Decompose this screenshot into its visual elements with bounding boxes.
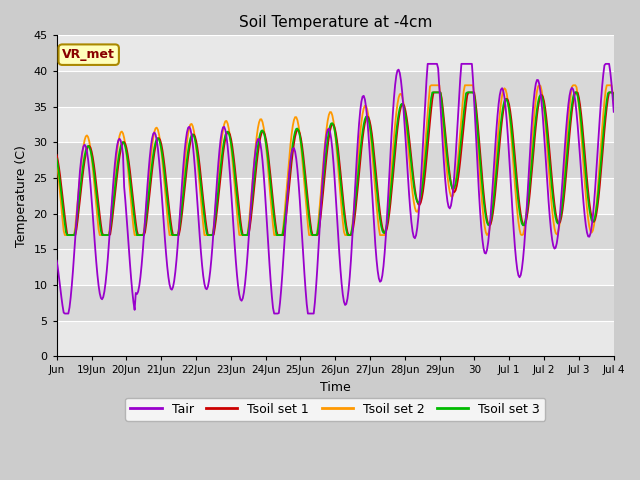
Bar (57, 321, 614, 356)
Bar (57, 249, 614, 285)
Text: VR_met: VR_met (62, 48, 115, 61)
Bar (57, 36, 614, 71)
Bar (57, 214, 614, 249)
X-axis label: Time: Time (320, 381, 351, 394)
Bar (57, 71, 614, 107)
Bar (57, 178, 614, 214)
Bar (57, 285, 614, 321)
Bar (57, 143, 614, 178)
Legend: Tair, Tsoil set 1, Tsoil set 2, Tsoil set 3: Tair, Tsoil set 1, Tsoil set 2, Tsoil se… (125, 398, 545, 420)
Bar (57, 107, 614, 143)
Title: Soil Temperature at -4cm: Soil Temperature at -4cm (239, 15, 432, 30)
Y-axis label: Temperature (C): Temperature (C) (15, 145, 28, 247)
